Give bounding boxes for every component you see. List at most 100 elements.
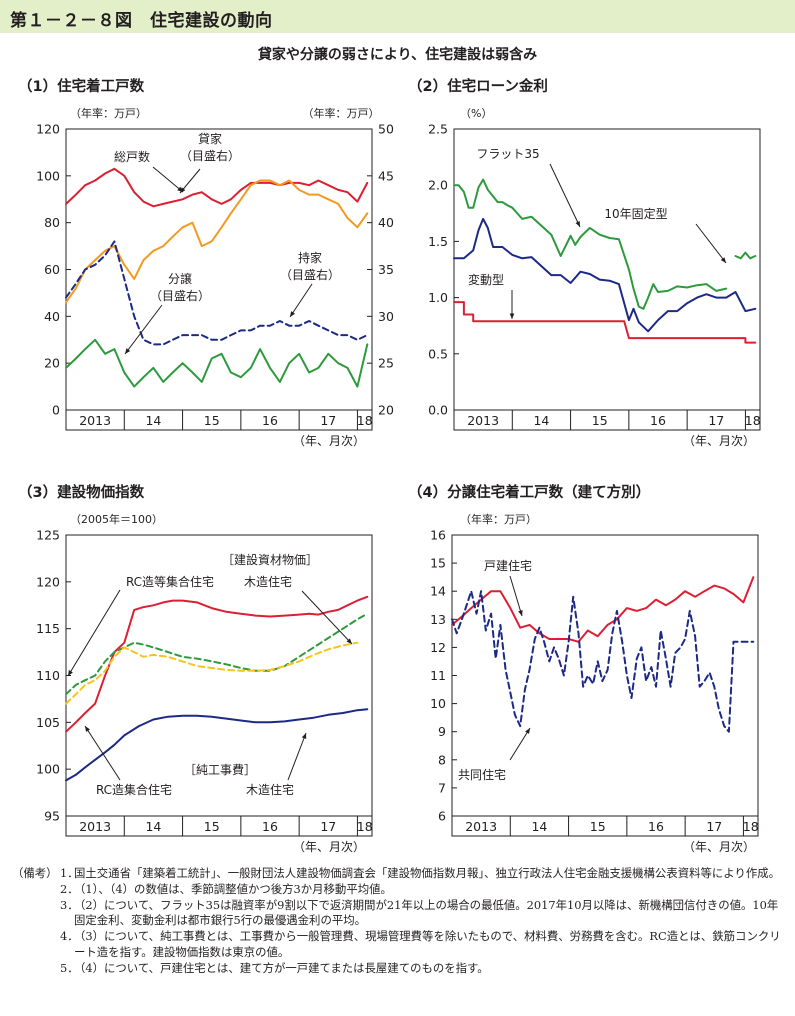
leader-arrowhead <box>525 728 530 734</box>
y-axis-unit: （年率：万戸） <box>70 106 147 120</box>
series-label-bg <box>178 148 242 163</box>
series-line <box>65 167 369 208</box>
leader-arrowhead <box>509 313 515 319</box>
x-tick-label: 18 <box>743 819 759 834</box>
y-tick-label: 14 <box>430 584 446 599</box>
series-line <box>65 612 369 696</box>
chart-construction-cost-index: （3）建設物価指数 （2005年＝100） 95 100 105 110 115 120 125… <box>18 483 373 854</box>
series-label: 木造住宅 <box>246 782 294 797</box>
leader-arrowhead <box>720 257 726 263</box>
y2-tick-label: 50 <box>378 122 394 137</box>
series-label: フラット35 <box>476 147 539 161</box>
leader-line <box>509 575 523 617</box>
leader-arrowhead <box>85 726 90 732</box>
series-label: ［純工事費］ <box>184 762 256 777</box>
y-tick-label: 9 <box>438 724 446 739</box>
y-tick-label: 20 <box>44 356 60 371</box>
series-label: 分譲 <box>168 271 192 286</box>
y-axis-unit: （%） <box>460 107 492 120</box>
x-tick-label: 16 <box>262 819 278 834</box>
leader-line <box>152 166 184 193</box>
x-tick-label: 15 <box>204 413 220 428</box>
leader-arrowhead <box>575 221 580 227</box>
x-axis-band <box>65 815 373 837</box>
y-tick-label: 0.5 <box>428 346 448 361</box>
leader-arrowhead <box>518 610 523 616</box>
note-2: 2． （1）、（4）の数値は、季節調整値かつ後方3か月移動平均値。 <box>12 882 787 898</box>
chart-housing-starts: （1）住宅着工戸数 （年率：万戸） （年率：万戸） 0 20 40 60 80 100 120 20… <box>18 77 394 448</box>
series-label: 貸家 <box>198 131 222 146</box>
x-tick-label: 17 <box>320 413 336 428</box>
series-label-bg <box>296 250 324 265</box>
series-line <box>65 338 369 388</box>
x-tick-label: 18 <box>357 413 373 428</box>
leader-line <box>124 304 163 355</box>
series-label-bg <box>112 149 152 164</box>
y-tick-label: 2.5 <box>428 122 448 137</box>
series-line <box>453 178 728 310</box>
series-label: 戸建住宅 <box>484 558 532 573</box>
series-label: RC造集合住宅 <box>96 782 172 797</box>
notes-label: （備考） <box>12 866 58 880</box>
series-label: 変動型 <box>468 272 504 287</box>
series-label-bg <box>148 288 212 303</box>
chart-title: （1）住宅着工戸数 <box>18 77 145 95</box>
y-axis-unit: （2005年＝100） <box>70 512 163 526</box>
y-tick-label: 1.5 <box>428 234 448 249</box>
note-text: （2）について、フラット35は融資率が9割以下で返済期間が21年以上の場合の最低… <box>74 897 779 928</box>
series-label: RC造等集合住宅 <box>126 574 214 589</box>
y-tick-label: 11 <box>430 668 446 683</box>
series-label: 持家 <box>298 250 322 265</box>
y-axis-unit: （年率：万戸） <box>460 512 537 526</box>
plot-frame <box>453 128 761 411</box>
series-label-bg <box>278 267 342 282</box>
x-axis-band <box>453 409 761 431</box>
chart-title: （3）建設物価指数 <box>18 483 145 501</box>
chart-title: （2）住宅ローン金利 <box>408 77 548 95</box>
x-axis-label: （年、月次） <box>293 434 365 448</box>
note-text: 国土交通省「建築着工統計」、一般財団法人建設物価調査会「建設物価指数月報」、独立… <box>74 866 780 880</box>
note-text: （3）について、純工事費とは、工事費から一般管理費、現場管理費等を除いたもので、… <box>74 929 781 959</box>
series-label: （目盛右） <box>280 267 340 282</box>
x-axis-label: （年、月次） <box>293 840 365 854</box>
x-tick-label: 15 <box>590 819 606 834</box>
y-tick-label: 0 <box>52 403 60 418</box>
series-line <box>65 240 369 346</box>
series-line <box>451 576 755 643</box>
leader-line <box>695 223 727 264</box>
note-text: （4）について、戸建住宅とは、建て方が一戸建てまたは長屋建てのものを指す。 <box>74 960 489 975</box>
y-tick-label: 100 <box>36 168 60 183</box>
series-label-bg <box>220 552 320 567</box>
chart-mortgage-rates: （2）住宅ローン金利 （%） 0.0 0.5 1.0 1.5 2.0 2.5 2013 14 15 1… <box>408 77 761 448</box>
leader-line <box>549 163 581 228</box>
x-tick-label: 14 <box>145 819 161 834</box>
series-label-bg <box>182 762 258 777</box>
note-3: 3． （2）について、フラット35は融資率が9割以下で返済期間が21年以上の場合の… <box>12 898 787 930</box>
x-axis-band <box>65 409 373 431</box>
y-tick-label: 16 <box>430 528 446 543</box>
leader-arrowhead <box>301 733 307 739</box>
y-tick-label: 7 <box>438 780 446 795</box>
series-label-bg <box>166 271 194 286</box>
series-label: 10年固定型 <box>604 206 667 221</box>
series-label: 総戸数 <box>114 149 150 164</box>
y-tick-label: 0.0 <box>428 403 448 418</box>
note-number: 2． <box>60 881 79 896</box>
y-tick-label: 15 <box>430 556 446 571</box>
y-tick-label: 105 <box>36 715 60 730</box>
leader-arrowhead <box>290 311 296 317</box>
x-tick-label: 17 <box>708 413 724 428</box>
y-tick-label: 120 <box>36 574 60 589</box>
x-tick-label: 14 <box>531 819 547 834</box>
y2-tick-label: 40 <box>378 215 394 230</box>
x-tick-label: 18 <box>357 819 373 834</box>
leader-line <box>509 727 531 761</box>
y-tick-label: 80 <box>44 215 60 230</box>
y-tick-label: 95 <box>44 809 60 824</box>
series-label-bg <box>456 767 508 782</box>
x-tick-label: 2013 <box>79 819 111 834</box>
leader-line <box>287 732 307 781</box>
series-label-bg <box>242 574 294 589</box>
x-tick-label: 15 <box>592 413 608 428</box>
note-text: （1）、（4）の数値は、季節調整値かつ後方3か月移動平均値。 <box>74 881 392 896</box>
